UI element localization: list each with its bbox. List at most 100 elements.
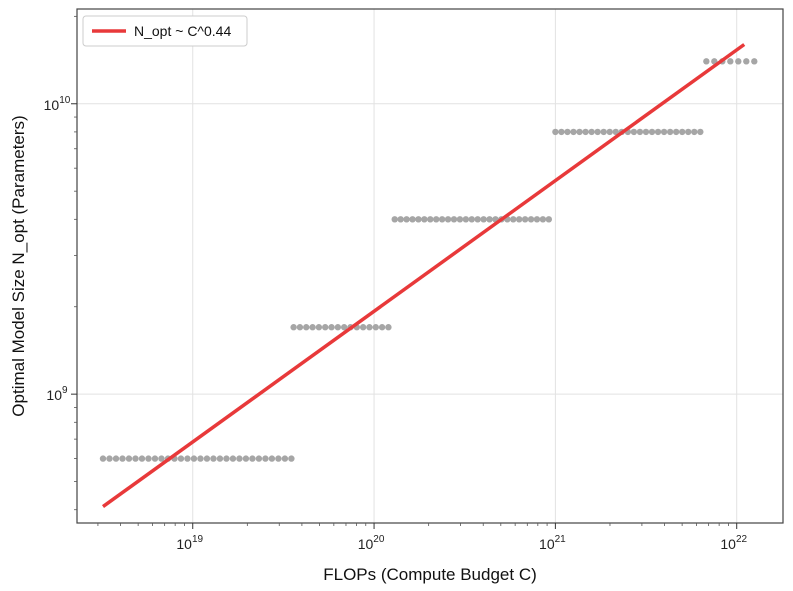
scatter-point: [359, 324, 367, 331]
scatter-point: [366, 324, 373, 331]
scatter-point: [456, 216, 464, 223]
scatter-point: [378, 324, 386, 331]
y-tick-labels: 109 1010: [44, 95, 71, 403]
scatter-point: [666, 128, 674, 136]
scatter-point: [648, 128, 656, 136]
scatter-point: [600, 128, 607, 136]
scatter-point: [216, 455, 224, 462]
scatter-point: [151, 455, 159, 462]
scatter-point: [672, 128, 680, 136]
scatter-point: [229, 455, 237, 462]
scatter-point: [372, 324, 379, 331]
scatter-point: [630, 128, 638, 136]
scatter-point: [184, 455, 191, 462]
scatter-point: [112, 455, 120, 462]
plot-frame: [76, 8, 784, 524]
fit-line: [101, 43, 746, 509]
scatter-point: [462, 216, 470, 223]
scatter-point: [99, 455, 107, 462]
grid: [77, 9, 783, 523]
scatter-point: [468, 216, 475, 223]
scatter-point: [510, 216, 517, 223]
scatter-point: [697, 128, 704, 136]
legend-box: [82, 15, 248, 47]
scatter-point: [290, 324, 297, 331]
scatter-point: [203, 455, 211, 462]
scatter-point: [236, 455, 243, 462]
scatter-point: [480, 216, 487, 223]
scatter-point: [106, 455, 113, 462]
scatter-point: [262, 455, 269, 462]
x-tick-label: 1019: [176, 534, 203, 552]
scatter-point: [385, 324, 392, 331]
scatter-point: [197, 455, 204, 462]
scatter-point: [328, 324, 335, 331]
scatter-point: [685, 128, 692, 136]
scatter-point: [190, 455, 198, 462]
scatter-point: [334, 324, 342, 331]
scatter-point: [703, 58, 710, 65]
scatter-point: [582, 128, 589, 136]
scatter-point: [242, 455, 250, 462]
scatter-point: [403, 216, 410, 223]
y-tick-label: 109: [46, 385, 68, 403]
axis-ticks: [71, 15, 738, 529]
scatter-point: [125, 455, 133, 462]
scatter-point: [691, 128, 698, 136]
scatter-point: [315, 324, 323, 331]
scatter-point: [570, 128, 577, 136]
plot-background: [77, 9, 783, 523]
scatter-point: [281, 455, 289, 462]
scatter-point: [421, 216, 428, 223]
scatter-point: [594, 128, 601, 136]
scatter-point: [606, 128, 613, 136]
x-tick-label: 1020: [358, 534, 385, 552]
fit-lines: [101, 43, 746, 509]
x-tick-label: 1022: [720, 534, 747, 552]
scatter-point: [210, 455, 217, 462]
scatter-point: [660, 128, 668, 136]
scatter-point: [340, 324, 348, 331]
x-axis-label: FLOPs (Compute Budget C): [323, 565, 537, 584]
scatter-point: [588, 128, 595, 136]
scatter-point: [309, 324, 316, 331]
scatter-point: [642, 128, 650, 136]
scatter-point: [303, 324, 310, 331]
scatter-point: [552, 128, 559, 136]
scatter-point: [288, 455, 295, 462]
scatter-point: [564, 128, 571, 136]
scatter-point: [735, 58, 742, 65]
scatter-point: [132, 455, 139, 462]
scatter-point: [409, 216, 416, 223]
legend-label: N_opt ~ C^0.44: [134, 23, 231, 39]
y-tick-label: 1010: [44, 95, 71, 113]
scatter-point: [119, 455, 126, 462]
scatter-point: [679, 128, 686, 136]
scatter-point: [255, 455, 263, 462]
scatter-point: [397, 216, 404, 223]
legend: N_opt ~ C^0.44: [82, 15, 248, 47]
scatter-point: [743, 58, 750, 65]
scatter-point: [145, 455, 152, 462]
scatter-point: [391, 216, 398, 223]
scatter-point: [545, 216, 553, 223]
x-tick-labels: 1019 1020 1021 1022: [176, 534, 747, 552]
scatter-point: [515, 216, 523, 223]
scatter-point: [427, 216, 434, 223]
scatter-point: [438, 216, 446, 223]
scatter-point: [558, 128, 565, 136]
scatter-point: [527, 216, 535, 223]
scatter-point: [533, 216, 541, 223]
scatter-point: [158, 455, 165, 462]
scatter-point: [474, 216, 481, 223]
scatter-point: [322, 324, 329, 331]
scatter-point: [727, 58, 734, 65]
scatter-point: [576, 128, 583, 136]
scatter-point: [433, 216, 440, 223]
scatter-point: [415, 216, 422, 223]
scatter-point: [486, 216, 493, 223]
scatter-point: [223, 455, 230, 462]
scatter-point: [450, 216, 458, 223]
scatter-point: [268, 455, 276, 462]
scatter-point: [636, 128, 644, 136]
